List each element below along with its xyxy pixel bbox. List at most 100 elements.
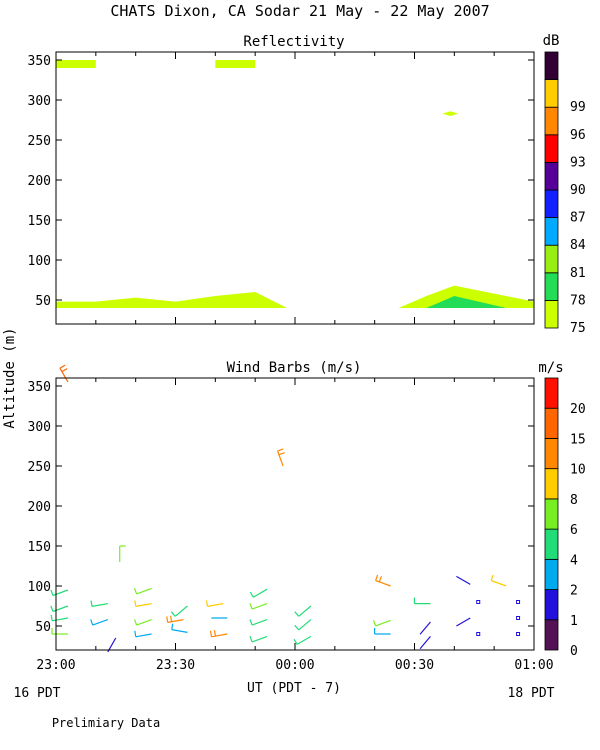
wind-barbs-y-axis: 50 100 150 200 250 300 350 [28, 380, 534, 635]
wind-barb [456, 617, 471, 627]
figure-title: CHATS Dixon, CA Sodar 21 May - 22 May 20… [110, 2, 489, 20]
wind-barb-feather [50, 614, 53, 621]
reflectivity-colorbar-label: 93 [570, 155, 586, 170]
wind-barb-feather [372, 619, 377, 627]
reflectivity-colorbar-cell [544, 244, 559, 274]
reflectivity-colorbar-label: 84 [570, 238, 586, 253]
preliminary-data-note: Prelimiary Data [52, 716, 160, 730]
x-axis-label: UT (PDT - 7) [247, 681, 341, 696]
wind-barb [59, 364, 69, 383]
reflectivity-colorbar-label: 75 [570, 321, 586, 336]
reflectivity-fill [56, 60, 534, 308]
wind-barb-feather [294, 611, 300, 617]
reflectivity-y-tick-label: 200 [28, 174, 51, 189]
wind-barb-staff [419, 636, 431, 650]
wind-y-tick-label: 50 [35, 620, 51, 635]
wind-colorbar-label: 4 [570, 553, 578, 568]
wind-barb-staff [251, 603, 268, 610]
wind-barb-staff [296, 635, 312, 645]
reflectivity-region [215, 60, 256, 68]
wind-barb-staff [490, 579, 507, 587]
wind-barbs-x-axis: 23:00 23:30 00:00 00:30 01:00 [36, 378, 554, 673]
wind-barb-staff [252, 588, 268, 598]
x-tick-label: 00:00 [275, 658, 314, 673]
reflectivity-colorbar-cell [544, 106, 559, 136]
wind-barb-feather [249, 619, 253, 626]
wind-barb-feather [171, 623, 174, 630]
wind-y-tick-label: 200 [28, 500, 51, 515]
wind-colorbar-cell [544, 619, 559, 651]
wind-barb-feather [249, 591, 254, 598]
wind-barbs-marks [50, 364, 556, 653]
reflectivity-colorbar-cell [544, 51, 559, 81]
x-tick-label: 23:30 [156, 658, 195, 673]
wind-colorbar-cell [544, 528, 559, 560]
reflectivity-title: Reflectivity [243, 34, 344, 50]
reflectivity-x-axis [55, 52, 535, 324]
wind-barb [456, 575, 471, 585]
wind-barb-feather [277, 448, 284, 452]
wind-barb [293, 635, 312, 645]
wind-colorbar-label: 10 [570, 463, 586, 478]
wind-barb-feather [61, 368, 68, 373]
reflectivity-y-tick-label: 100 [28, 254, 51, 269]
wind-barb-staff [135, 633, 152, 638]
wind-y-tick-label: 150 [28, 540, 51, 555]
reflectivity-colorbar-cell [544, 189, 559, 219]
wind-barb-feather [213, 630, 217, 637]
wind-y-tick-label: 250 [28, 460, 51, 475]
wind-barb [133, 587, 152, 595]
wind-barb [249, 619, 268, 626]
wind-barb-staff [52, 617, 69, 622]
wind-colorbar-cell [544, 558, 559, 590]
wind-barb [51, 628, 68, 635]
reflectivity-colorbar: 75 78 81 84 87 90 93 96 99 [544, 51, 586, 336]
wind-barb-feather [249, 603, 253, 610]
wind-barb [374, 628, 391, 635]
wind-barb [375, 574, 391, 587]
reflectivity-region [56, 292, 287, 308]
wind-barb-staff [277, 450, 284, 467]
wind-barb-feather [90, 600, 93, 607]
wind-barb-staff [91, 603, 108, 607]
reflectivity-colorbar-label: 96 [570, 128, 586, 143]
wind-barb [171, 623, 188, 633]
wind-barb [119, 545, 126, 563]
wind-barb [490, 574, 507, 587]
wind-barb-staff [298, 605, 312, 617]
reflectivity-colorbar-cell [544, 299, 559, 329]
wind-barb-feather [133, 587, 138, 595]
reflectivity-y-tick-label: 150 [28, 214, 51, 229]
wind-barbs-title: Wind Barbs (m/s) [227, 360, 362, 376]
wind-y-tick-label: 100 [28, 580, 51, 595]
wind-barb [134, 630, 152, 638]
wind-barb [413, 597, 431, 605]
reflectivity-colorbar-cell [544, 134, 559, 163]
wind-barb [294, 605, 312, 617]
reflectivity-colorbar-cell [544, 79, 559, 108]
wind-barb-staff [375, 619, 391, 627]
wind-barb [170, 605, 188, 617]
wind-barb-feather [90, 619, 94, 626]
x-tick-label: 01:00 [514, 658, 553, 673]
wind-barb [50, 614, 69, 622]
reflectivity-colorbar-cell [544, 217, 559, 246]
reflectivity-region [398, 285, 534, 308]
reflectivity-region [442, 111, 459, 116]
wind-barb-feather [59, 364, 66, 369]
wind-barb [134, 600, 152, 607]
wind-barb [419, 621, 431, 635]
wind-barb-staff [419, 621, 431, 635]
wind-barb [249, 635, 268, 643]
y-axis-label: Altitude (m) [2, 327, 18, 428]
wind-barb-feather [490, 574, 494, 581]
reflectivity-colorbar-cell [544, 272, 559, 301]
wind-calm-marker [516, 616, 521, 620]
wind-barb [372, 619, 391, 627]
wind-barb-staff [211, 633, 228, 638]
wind-barb-staff [52, 605, 69, 613]
wind-barb [50, 589, 69, 597]
